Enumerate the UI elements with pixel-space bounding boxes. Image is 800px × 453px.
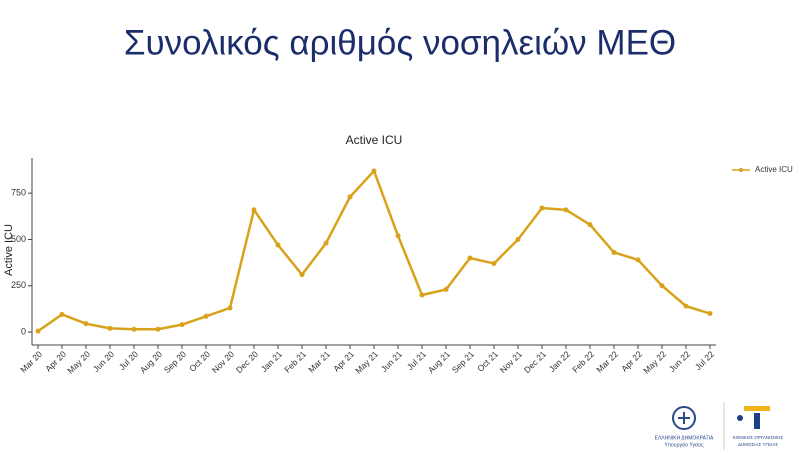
legend-marker	[739, 168, 743, 172]
y-tick-label: 500	[11, 234, 26, 244]
x-tick-label: Mar 22	[594, 349, 620, 375]
x-tick-label: Jun 21	[379, 349, 404, 374]
x-tick-label: Apr 21	[331, 349, 356, 374]
x-tick-label: Aug 20	[138, 349, 164, 375]
point	[155, 326, 161, 332]
x-tick-label: Apr 20	[43, 349, 68, 374]
x-tick-label: Jul 21	[405, 349, 428, 372]
x-tick-label: Feb 21	[282, 349, 308, 375]
x-tick-label: Oct 21	[475, 349, 500, 374]
point	[683, 303, 689, 309]
x-tick-label: Nov 20	[210, 349, 236, 375]
point	[59, 311, 65, 317]
point	[107, 325, 113, 331]
x-tick-label: Jun 20	[91, 349, 116, 374]
point	[587, 222, 593, 228]
chart-title: Active ICU	[346, 133, 403, 147]
logo-dot	[737, 415, 743, 421]
point	[251, 207, 257, 213]
point	[515, 236, 521, 242]
point	[563, 207, 569, 213]
x-tick-label: Mar 21	[306, 349, 332, 375]
x-tick-label: Dec 21	[522, 349, 548, 375]
logo-bar	[744, 406, 770, 411]
point	[635, 257, 641, 263]
x-tick-label: Feb 22	[570, 349, 596, 375]
logo-text: ΕΘΝΙΚΟΣ ΟΡΓΑΝΙΣΜΟΣ	[733, 435, 783, 440]
point	[707, 311, 713, 317]
x-tick-label: May 21	[353, 349, 380, 376]
point	[371, 168, 377, 174]
point	[323, 240, 329, 246]
point	[539, 205, 545, 211]
logo-eody: ΕΘΝΙΚΟΣ ΟΡΓΑΝΙΣΜΟΣ ΔΗΜΟΣΙΑΣ ΥΓΕΙΑΣ	[733, 406, 783, 447]
emblem	[672, 406, 696, 430]
x-tick-label: Jun 22	[667, 349, 692, 374]
point	[299, 272, 305, 278]
line	[37, 168, 711, 333]
point	[227, 305, 233, 311]
x-tick-label: Oct 20	[187, 349, 212, 374]
x-tick-label: Aug 21	[426, 349, 452, 375]
logo-text: ΕΛΛΗΝΙΚΗ ΔΗΜΟΚΡΑΤΙΑ	[655, 435, 714, 441]
y-tick-label: 750	[11, 188, 26, 198]
x-tick-label: Jul 20	[117, 349, 140, 372]
x-tick-label: Mar 20	[18, 349, 44, 375]
point	[275, 242, 281, 248]
x-tick-label: May 20	[65, 349, 92, 376]
emblem-cross	[678, 412, 690, 424]
point	[467, 255, 473, 261]
x-tick-label: Jan 22	[547, 349, 572, 374]
y-axis-label: Active ICU	[3, 224, 15, 276]
legend-label: Active ICU	[755, 165, 793, 174]
point	[203, 313, 209, 319]
logo-text: Υπουργείο Υγείας	[664, 442, 704, 448]
point	[659, 283, 665, 289]
logo-stem	[754, 413, 760, 429]
x-tick-label: Apr 22	[619, 349, 644, 374]
point	[395, 233, 401, 239]
logo-text: ΔΗΜΟΣΙΑΣ ΥΓΕΙΑΣ	[738, 442, 778, 447]
slide-title: Συνολικός αριθμός νοσηλειών ΜΕΘ	[124, 23, 676, 62]
x-tick-label: Dec 20	[234, 349, 260, 375]
y-tick-label: 0	[21, 326, 26, 336]
x-tick-label: Jan 21	[259, 349, 284, 374]
x-tick-label: Sep 20	[162, 349, 188, 375]
y-tick-label: 250	[11, 280, 26, 290]
point	[35, 328, 41, 334]
point	[347, 194, 353, 200]
logo-greece: ΕΛΛΗΝΙΚΗ ΔΗΜΟΚΡΑΤΙΑ Υπουργείο Υγείας	[655, 406, 714, 448]
point	[443, 286, 449, 292]
point	[131, 326, 137, 332]
point	[179, 322, 185, 328]
x-tick-label: Nov 21	[498, 349, 524, 375]
point	[491, 261, 497, 267]
point	[419, 292, 425, 298]
point	[611, 249, 617, 255]
point	[83, 321, 89, 327]
x-tick-label: Sep 21	[450, 349, 476, 375]
x-tick-label: May 22	[641, 349, 668, 376]
x-tick-label: Jul 22	[693, 349, 716, 372]
